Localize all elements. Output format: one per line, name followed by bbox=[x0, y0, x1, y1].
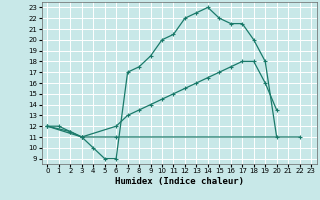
X-axis label: Humidex (Indice chaleur): Humidex (Indice chaleur) bbox=[115, 177, 244, 186]
